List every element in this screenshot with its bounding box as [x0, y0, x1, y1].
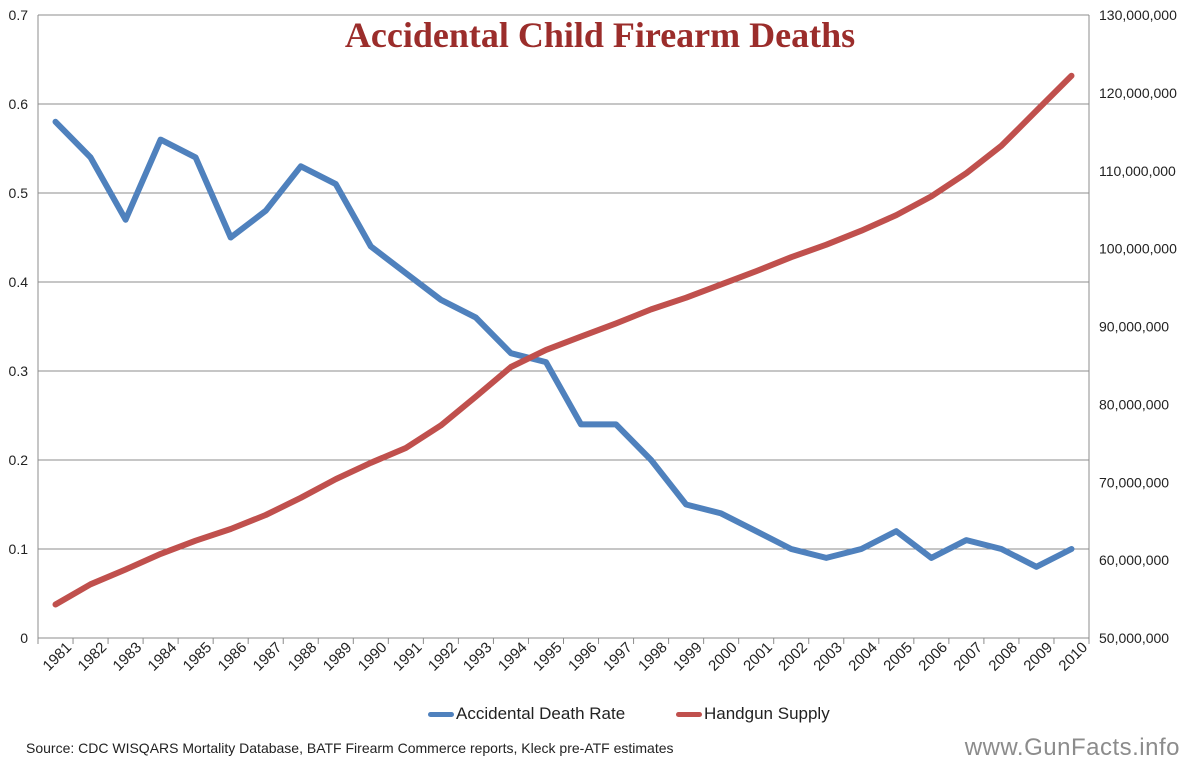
- gridlines: [38, 14, 1089, 550]
- right-tick-label-0: 50,000,000: [1099, 630, 1169, 646]
- x-tick-label-2004: 2004: [845, 639, 881, 675]
- right-tick-label-4: 90,000,000: [1099, 319, 1169, 335]
- left-tick-label-3: 0.3: [9, 363, 29, 379]
- right-tick-label-7: 120,000,000: [1099, 85, 1177, 101]
- right-axis-ticks: 50,000,000 60,000,000 70,000,000 80,000,000…: [1099, 7, 1177, 646]
- right-tick-label-5: 100,000,000: [1099, 241, 1177, 257]
- legend-item-handgun-supply: Handgun Supply: [676, 702, 830, 726]
- left-tick-label-7: 0.7: [9, 7, 29, 23]
- right-tick-label-8: 130,000,000: [1099, 7, 1177, 23]
- legend-swatch-handgun-supply: [676, 711, 702, 717]
- x-tick-label-1998: 1998: [635, 639, 671, 675]
- legend-item-death-rate: Accidental Death Rate: [428, 702, 625, 726]
- x-tick-label-1991: 1991: [390, 639, 426, 675]
- x-tick-label-1996: 1996: [565, 639, 601, 675]
- x-tick-label-2003: 2003: [810, 639, 846, 675]
- x-tick-label-1986: 1986: [215, 639, 251, 675]
- x-tick-label-2005: 2005: [880, 639, 916, 675]
- series-line-1: [52, 72, 1075, 608]
- x-tick-label-1987: 1987: [250, 639, 286, 675]
- right-tick-label-2: 70,000,000: [1099, 474, 1169, 490]
- series-line-0: [52, 118, 1075, 570]
- series-lines: [52, 72, 1075, 608]
- right-tick-label-1: 60,000,000: [1099, 552, 1169, 568]
- left-tick-label-5: 0.5: [9, 185, 29, 201]
- legend-label-handgun-supply: Handgun Supply: [704, 704, 830, 723]
- right-tick-label-3: 80,000,000: [1099, 396, 1169, 412]
- right-tick-label-6: 110,000,000: [1099, 163, 1176, 179]
- left-tick-label-2: 0.2: [9, 452, 29, 468]
- x-tick-label-1989: 1989: [320, 639, 356, 675]
- legend-label-death-rate: Accidental Death Rate: [456, 704, 626, 723]
- x-tick-label-2001: 2001: [740, 639, 776, 675]
- x-tick-label-2008: 2008: [985, 639, 1021, 675]
- x-tick-label-1985: 1985: [180, 639, 216, 675]
- x-tick-label-1992: 1992: [425, 639, 461, 675]
- x-tick-label-1994: 1994: [495, 639, 531, 675]
- left-tick-label-0: 0: [20, 630, 28, 646]
- x-tick-label-2002: 2002: [775, 639, 811, 675]
- x-tick-label-1990: 1990: [355, 639, 391, 675]
- x-tick-label-1999: 1999: [670, 639, 706, 675]
- x-tick-label-2006: 2006: [915, 639, 951, 675]
- x-tick-label-2009: 2009: [1020, 639, 1056, 675]
- left-axis-ticks: 0 0.1 0.2 0.3 0.4 0.5 0.6 0.7: [9, 7, 29, 646]
- axes: [37, 15, 1090, 644]
- x-tick-label-2000: 2000: [705, 639, 741, 675]
- x-tick-label-2007: 2007: [950, 639, 986, 675]
- brand-watermark: www.GunFacts.info: [964, 734, 1180, 761]
- x-tick-label-1997: 1997: [600, 639, 636, 675]
- x-tick-label-2010: 2010: [1055, 639, 1091, 675]
- x-tick-label-1983: 1983: [110, 639, 146, 675]
- legend-swatch-death-rate: [428, 711, 454, 717]
- x-tick-label-1984: 1984: [145, 639, 181, 675]
- left-tick-label-1: 0.1: [9, 541, 29, 557]
- x-tick-label-1981: 1981: [40, 639, 76, 675]
- x-tick-label-1993: 1993: [460, 639, 496, 675]
- x-tick-label-1995: 1995: [530, 639, 566, 675]
- x-tick-label-1982: 1982: [75, 639, 111, 675]
- left-tick-label-4: 0.4: [9, 274, 29, 290]
- chart-title: Accidental Child Firearm Deaths: [344, 15, 856, 55]
- chart-canvas: 0 0.1 0.2 0.3 0.4 0.5 0.6 0.7 50,000,000 60,000,…: [9, 7, 1178, 675]
- source-note: Source: CDC WISQARS Mortality Database, …: [26, 740, 674, 756]
- x-tick-label-1988: 1988: [285, 639, 321, 675]
- legend: Accidental Death Rate Handgun Supply: [0, 702, 1200, 726]
- x-axis-ticks: 1981 1982 1983 1984 1985 1986 1987 1988 1989 1990…: [40, 639, 1092, 675]
- left-tick-label-6: 0.6: [9, 96, 29, 112]
